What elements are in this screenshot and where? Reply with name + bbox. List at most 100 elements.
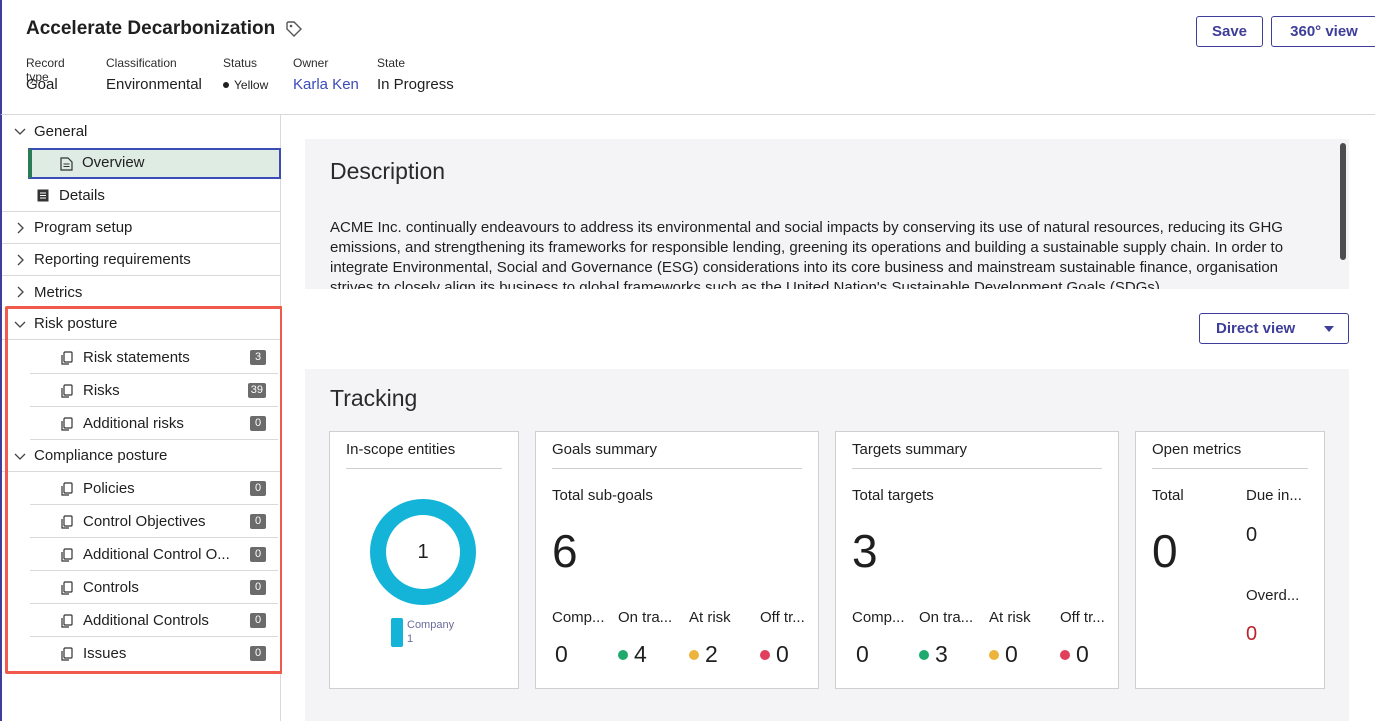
off-track-value[interactable]: 0 bbox=[1060, 641, 1089, 668]
due-in-value[interactable]: 0 bbox=[1246, 524, 1258, 546]
list-document-icon bbox=[37, 189, 49, 202]
completed-value[interactable]: 0 bbox=[555, 641, 568, 667]
copy-document-icon bbox=[61, 383, 73, 398]
completed-label: Comp... bbox=[552, 609, 605, 626]
main-content: Description ACME Inc. continually endeav… bbox=[282, 115, 1375, 721]
direct-view-dropdown[interactable]: Direct view bbox=[1199, 313, 1349, 344]
off-track-label: Off tr... bbox=[1060, 609, 1105, 626]
sidebar-item-controls[interactable]: Controls 0 bbox=[2, 571, 280, 604]
description-scrollbar[interactable] bbox=[1340, 143, 1346, 260]
tracking-panel: Tracking In-scope entities 1 Company 1 G… bbox=[305, 369, 1349, 721]
on-track-label: On tra... bbox=[618, 609, 673, 626]
divider bbox=[30, 603, 278, 604]
at-risk-value[interactable]: 0 bbox=[989, 641, 1018, 668]
divider bbox=[30, 537, 278, 538]
tracking-title: Tracking bbox=[330, 385, 418, 411]
sidebar-item-risk-statements[interactable]: Risk statements 3 bbox=[2, 341, 280, 374]
chevron-right-icon bbox=[17, 254, 24, 265]
copy-document-icon bbox=[61, 350, 73, 365]
divider bbox=[30, 406, 278, 407]
green-dot-icon bbox=[618, 649, 628, 660]
at-risk-label: At risk bbox=[689, 609, 731, 626]
sidebar-item-additional-risks[interactable]: Additional risks 0 bbox=[2, 407, 280, 440]
card-title: In-scope entities bbox=[346, 441, 456, 458]
red-dot-icon bbox=[760, 649, 770, 660]
chevron-down-icon bbox=[14, 321, 26, 328]
chevron-right-icon bbox=[17, 222, 24, 233]
copy-document-icon bbox=[61, 481, 73, 496]
completed-value[interactable]: 0 bbox=[856, 641, 869, 667]
due-in-label: Due in... bbox=[1246, 487, 1302, 504]
open-metrics-card: Open metrics Total 0 Due in... 0 Overd..… bbox=[1135, 431, 1325, 689]
donut-center-value: 1 bbox=[386, 515, 460, 589]
meta-status: Status Yellow bbox=[223, 56, 269, 92]
copy-document-icon bbox=[61, 416, 73, 431]
description-text: ACME Inc. continually endeavours to addr… bbox=[330, 219, 1284, 289]
total-targets-value: 3 bbox=[852, 525, 878, 577]
at-risk-label: At risk bbox=[989, 609, 1031, 626]
card-title: Goals summary bbox=[552, 441, 658, 458]
document-icon bbox=[60, 157, 73, 171]
sidebar-item-details[interactable]: Details bbox=[2, 180, 280, 212]
title-row: Accelerate Decarbonization bbox=[26, 18, 303, 40]
meta-classification: Classification Environmental bbox=[106, 56, 202, 93]
count-badge: 0 bbox=[250, 481, 266, 496]
count-badge: 0 bbox=[250, 514, 266, 529]
sidebar-item-overview[interactable]: Overview bbox=[28, 148, 281, 179]
overdue-label: Overd... bbox=[1246, 587, 1300, 604]
description-title: Description bbox=[330, 158, 446, 184]
count-badge: 0 bbox=[250, 547, 266, 562]
off-track-label: Off tr... bbox=[760, 609, 805, 626]
yellow-dot-icon bbox=[989, 649, 999, 660]
divider bbox=[30, 439, 278, 440]
direct-view-label: Direct view bbox=[1216, 320, 1296, 337]
meta-state: State In Progress bbox=[377, 56, 454, 93]
chevron-down-icon bbox=[14, 453, 26, 460]
sidebar-item-reporting-requirements[interactable]: Reporting requirements bbox=[2, 244, 280, 276]
owner-link[interactable]: Karla Ken bbox=[293, 76, 359, 93]
card-title: Targets summary bbox=[852, 441, 968, 458]
targets-summary-card: Targets summary Total targets 3 Comp... … bbox=[835, 431, 1119, 689]
sidebar-item-control-objectives[interactable]: Control Objectives 0 bbox=[2, 505, 280, 538]
total-targets-label: Total targets bbox=[852, 487, 934, 504]
sidebar-item-metrics[interactable]: Metrics bbox=[2, 276, 280, 308]
divider bbox=[30, 504, 278, 505]
total-sub-goals-label: Total sub-goals bbox=[552, 487, 653, 504]
goals-summary-card: Goals summary Total sub-goals 6 Comp... … bbox=[535, 431, 819, 689]
record-meta: Record type Goal Classification Environm… bbox=[26, 56, 470, 93]
sidebar-item-issues[interactable]: Issues 0 bbox=[2, 637, 280, 670]
sidebar-item-risks[interactable]: Risks 39 bbox=[2, 374, 280, 407]
sidebar-item-risk-posture[interactable]: Risk posture bbox=[2, 308, 280, 340]
save-button[interactable]: Save bbox=[1196, 16, 1263, 47]
on-track-value[interactable]: 4 bbox=[618, 641, 647, 668]
sidebar-item-policies[interactable]: Policies 0 bbox=[2, 472, 280, 505]
overdue-value[interactable]: 0 bbox=[1246, 623, 1258, 645]
card-title: Open metrics bbox=[1152, 441, 1242, 458]
highlight-annotation-box bbox=[5, 306, 283, 674]
caret-down-icon bbox=[1324, 326, 1334, 332]
sidebar-item-compliance-posture[interactable]: Compliance posture bbox=[2, 440, 280, 472]
entities-donut-chart[interactable]: 1 bbox=[370, 499, 476, 605]
green-dot-icon bbox=[919, 649, 929, 660]
tag-icon[interactable] bbox=[285, 20, 303, 38]
red-dot-icon bbox=[1060, 649, 1070, 660]
sidebar-item-additional-control-objectives[interactable]: Additional Control O... 0 bbox=[2, 538, 280, 571]
sidebar-item-additional-controls[interactable]: Additional Controls 0 bbox=[2, 604, 280, 637]
copy-document-icon bbox=[61, 514, 73, 529]
360-view-button[interactable]: 360° view bbox=[1271, 16, 1375, 47]
status-dot-icon bbox=[223, 82, 229, 88]
copy-document-icon bbox=[61, 613, 73, 628]
yellow-dot-icon bbox=[689, 649, 699, 660]
status-value: Yellow bbox=[234, 78, 269, 92]
sidebar-item-general[interactable]: General bbox=[2, 115, 280, 147]
off-track-value[interactable]: 0 bbox=[760, 641, 789, 668]
total-sub-goals-value: 6 bbox=[552, 525, 578, 577]
on-track-value[interactable]: 3 bbox=[919, 641, 948, 668]
at-risk-value[interactable]: 2 bbox=[689, 641, 718, 668]
on-track-label: On tra... bbox=[919, 609, 974, 626]
copy-document-icon bbox=[61, 646, 73, 661]
sidebar-item-label: Overview bbox=[82, 154, 145, 171]
chevron-down-icon bbox=[14, 128, 26, 135]
sidebar-item-program-setup[interactable]: Program setup bbox=[2, 212, 280, 244]
